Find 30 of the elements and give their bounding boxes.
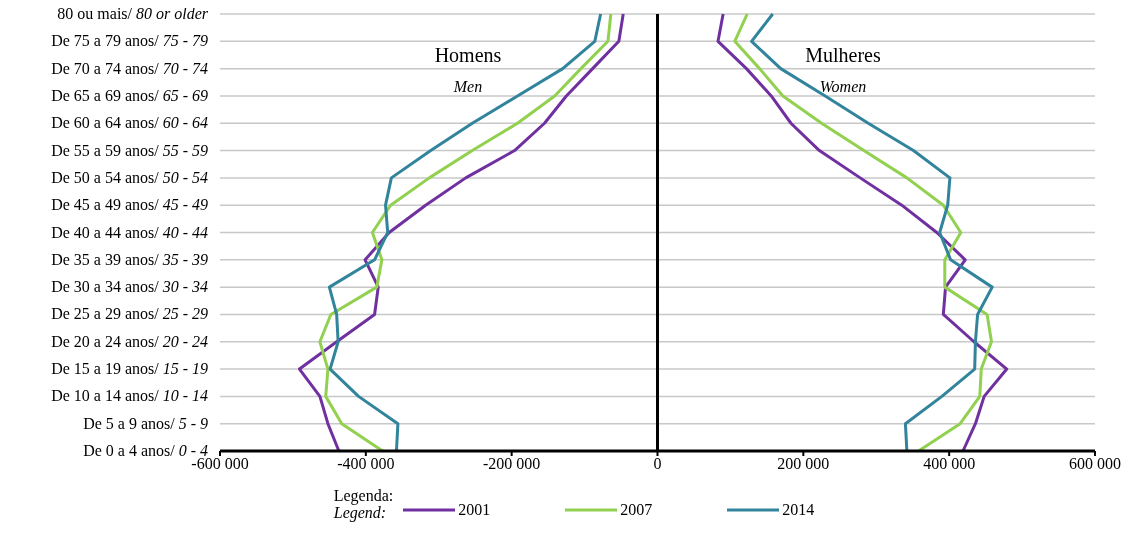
y-tick-label: De 70 a 74 anos/ 70 - 74 [51,59,208,77]
y-tick-label: De 20 a 24 anos/ 20 - 24 [51,332,208,350]
y-tick-label: De 45 a 49 anos/ 45 - 49 [51,196,208,214]
x-tick-label: 400 000 [923,455,976,473]
y-tick-label: De 60 a 64 anos/ 60 - 64 [51,114,208,132]
y-tick-label: 80 ou mais/ 80 or older [57,5,209,22]
y-tick-label: De 5 a 9 anos/ 5 - 9 [83,414,208,432]
y-tick-label: De 35 a 39 anos/ 35 - 39 [51,250,208,268]
legend-label: 2007 [620,501,653,519]
legend-label: 2001 [458,501,491,519]
legend-title: Legenda: Legend: [333,487,394,521]
x-tick-label: 0 [653,455,662,473]
annotation: Homens [433,44,503,67]
y-tick-label: De 15 a 19 anos/ 15 - 19 [51,360,208,378]
x-tick-label: 600 000 [1069,455,1121,473]
y-tick-label: De 40 a 44 anos/ 40 - 44 [51,223,208,241]
annotation: Men [452,78,484,96]
y-tick-label: De 55 a 59 anos/ 55 - 59 [51,141,208,159]
x-tick-label: -200 000 [483,455,541,473]
y-tick-label: De 50 a 54 anos/ 50 - 54 [51,168,208,186]
x-tick-label: -400 000 [337,455,395,473]
y-tick-label: De 75 a 79 anos/ 75 - 79 [51,32,208,50]
annotation: Mulheres [804,44,882,67]
y-tick-label: De 65 a 69 anos/ 65 - 69 [51,86,208,104]
x-tick-label: 200 000 [777,455,830,473]
y-tick-label: De 10 a 14 anos/ 10 - 14 [51,387,208,405]
annotation: Women [818,78,868,96]
y-tick-label: De 30 a 34 anos/ 30 - 34 [51,278,208,296]
y-tick-label: De 25 a 29 anos/ 25 - 29 [51,305,208,323]
legend-label: 2014 [782,501,815,519]
